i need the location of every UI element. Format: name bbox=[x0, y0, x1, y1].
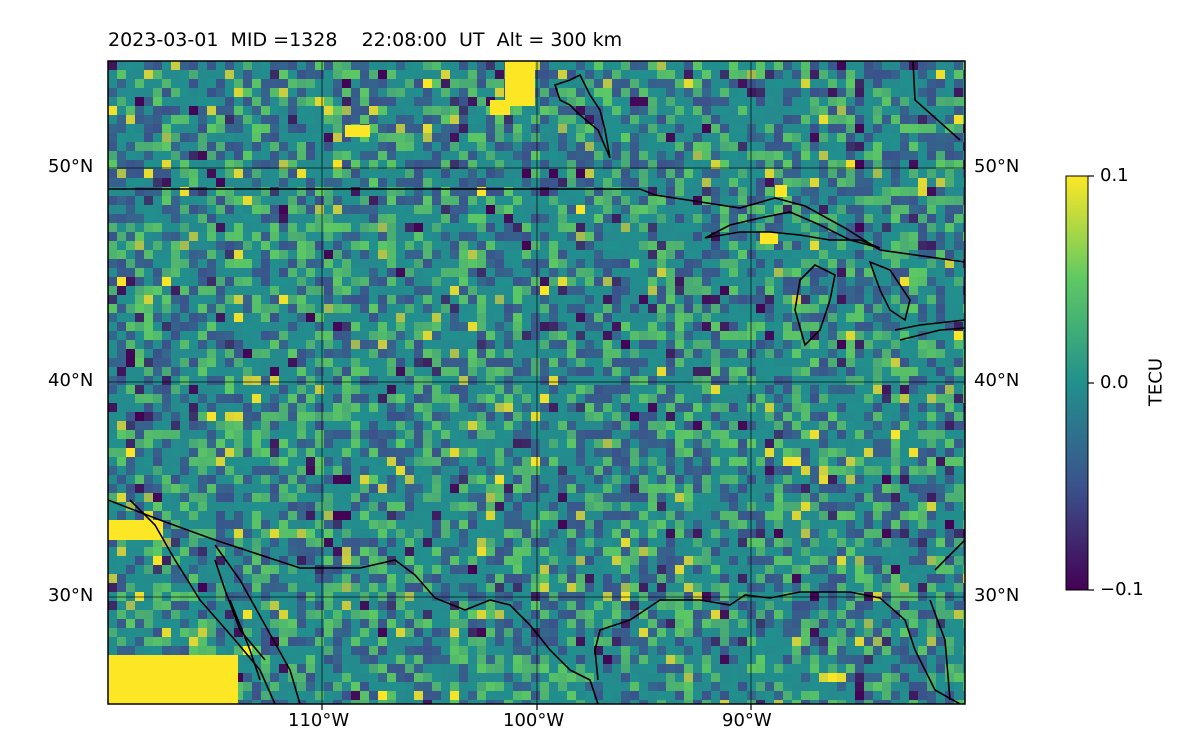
lat-label-left-30: 30°N bbox=[48, 585, 94, 606]
colorbar-tick-zero: 0.0 bbox=[1100, 372, 1129, 393]
plot-title: 2023-03-01 MID =1328 22:08:00 UT Alt = 3… bbox=[108, 29, 623, 51]
coastlines bbox=[108, 61, 965, 704]
lat-label-right-30: 30°N bbox=[974, 585, 1020, 606]
lon-label-110w: 110°W bbox=[288, 710, 350, 731]
colorbar-tick-min: −0.1 bbox=[1100, 579, 1144, 600]
map-ticks bbox=[321, 704, 752, 710]
colorbar-ticks bbox=[1088, 175, 1094, 591]
colorbar-tick-max: 0.1 bbox=[1100, 165, 1129, 186]
lon-label-90w: 90°W bbox=[722, 710, 772, 731]
lat-label-left-40: 40°N bbox=[48, 370, 94, 391]
map-gridlines bbox=[108, 61, 965, 704]
lat-label-left-50: 50°N bbox=[48, 156, 94, 177]
lon-label-100w: 100°W bbox=[503, 710, 565, 731]
colorbar bbox=[1065, 175, 1089, 591]
tec-heatmap bbox=[108, 61, 965, 704]
colorbar-label: TECU bbox=[1145, 357, 1167, 407]
lat-label-right-40: 40°N bbox=[974, 370, 1020, 391]
lat-label-right-50: 50°N bbox=[974, 156, 1020, 177]
